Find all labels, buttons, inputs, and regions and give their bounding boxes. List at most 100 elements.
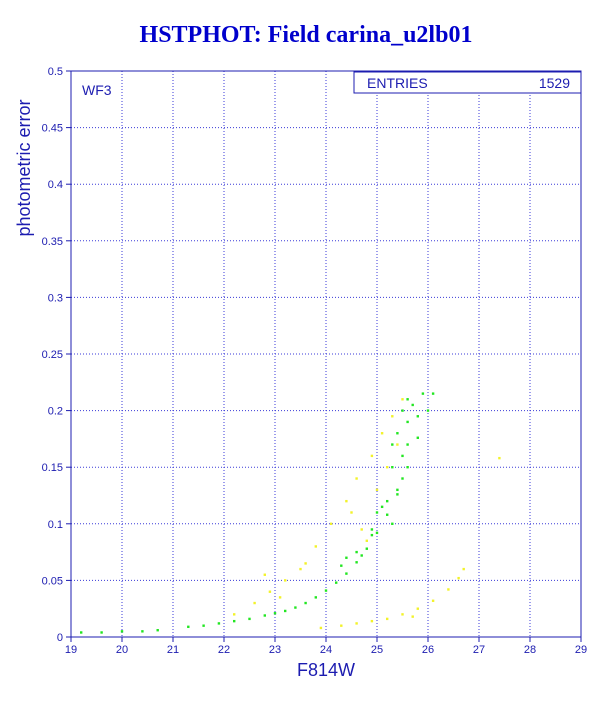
data-point bbox=[329, 522, 333, 525]
data-point bbox=[370, 454, 374, 458]
x-axis-ticks: 19 20 21 22 23 24 25 26 27 28 29 bbox=[65, 637, 587, 656]
y-tick-label: 0.2 bbox=[48, 406, 63, 418]
data-point bbox=[386, 499, 389, 503]
data-point bbox=[120, 630, 124, 633]
data-point bbox=[350, 511, 353, 514]
x-tick-label: 24 bbox=[320, 644, 332, 656]
data-point bbox=[406, 420, 409, 424]
data-point bbox=[263, 573, 266, 576]
data-point bbox=[380, 432, 384, 435]
data-point bbox=[396, 443, 399, 446]
data-point bbox=[411, 615, 414, 618]
data-point bbox=[431, 392, 435, 395]
x-tick-label: 22 bbox=[218, 644, 230, 656]
data-points bbox=[80, 392, 501, 634]
data-point bbox=[457, 576, 460, 580]
data-point bbox=[324, 589, 328, 592]
x-tick-label: 23 bbox=[269, 644, 281, 656]
data-point bbox=[396, 432, 399, 435]
data-point bbox=[411, 403, 414, 407]
data-point bbox=[355, 622, 358, 625]
data-point bbox=[406, 466, 409, 469]
data-point bbox=[273, 612, 277, 615]
data-point bbox=[340, 624, 343, 627]
data-point bbox=[299, 567, 302, 571]
stats-box-label: ENTRIES bbox=[367, 75, 428, 91]
data-point bbox=[345, 556, 348, 559]
chart-title: HSTPHOT: Field carina_u2lb01 bbox=[139, 22, 473, 48]
x-tick-label: 26 bbox=[422, 644, 434, 656]
y-axis-label: photometric error bbox=[14, 99, 34, 236]
data-point bbox=[426, 409, 430, 412]
y-tick-label: 0.5 bbox=[48, 66, 63, 78]
data-point bbox=[100, 631, 103, 634]
x-tick-label: 20 bbox=[116, 644, 128, 656]
data-point bbox=[202, 624, 205, 627]
data-point bbox=[462, 567, 465, 571]
data-point bbox=[263, 614, 266, 617]
data-point bbox=[391, 466, 394, 469]
data-point bbox=[314, 545, 317, 548]
data-point bbox=[386, 617, 389, 621]
data-point bbox=[401, 613, 404, 616]
data-point bbox=[416, 415, 419, 418]
data-point bbox=[141, 630, 144, 633]
data-point bbox=[284, 579, 287, 582]
data-point bbox=[396, 493, 399, 496]
data-point bbox=[156, 629, 159, 632]
data-point bbox=[386, 513, 389, 516]
data-point bbox=[304, 601, 307, 605]
data-point bbox=[375, 488, 379, 492]
data-point bbox=[187, 625, 190, 629]
data-point bbox=[391, 415, 394, 418]
data-point bbox=[406, 443, 409, 446]
data-point bbox=[365, 539, 368, 542]
x-tick-label: 29 bbox=[575, 644, 587, 656]
data-point bbox=[360, 528, 363, 531]
x-tick-label: 28 bbox=[524, 644, 536, 656]
y-tick-label: 0.1 bbox=[48, 519, 63, 531]
x-tick-label: 25 bbox=[371, 644, 383, 656]
data-point bbox=[396, 488, 399, 492]
grid-lines bbox=[71, 71, 581, 637]
x-tick-label: 19 bbox=[65, 644, 77, 656]
data-point bbox=[370, 619, 374, 623]
data-point bbox=[401, 409, 404, 412]
data-point bbox=[391, 443, 394, 446]
y-tick-label: 0 bbox=[57, 632, 63, 644]
y-tick-label: 0.4 bbox=[48, 179, 63, 191]
y-tick-label: 0.25 bbox=[42, 349, 63, 361]
data-point bbox=[391, 522, 394, 525]
data-point bbox=[294, 606, 297, 609]
y-tick-label: 0.05 bbox=[42, 575, 63, 587]
data-point bbox=[278, 596, 282, 599]
data-point bbox=[370, 533, 374, 537]
data-point bbox=[401, 454, 404, 458]
x-axis-label: F814W bbox=[297, 660, 355, 680]
data-point bbox=[340, 564, 343, 567]
data-point bbox=[421, 392, 425, 395]
data-point bbox=[365, 547, 368, 550]
data-point bbox=[314, 596, 317, 599]
data-point bbox=[335, 581, 338, 584]
stats-box-value: 1529 bbox=[539, 75, 570, 91]
data-point bbox=[380, 505, 384, 509]
data-point bbox=[360, 554, 363, 557]
y-tick-label: 0.35 bbox=[42, 236, 63, 248]
data-point bbox=[355, 550, 358, 554]
data-point bbox=[431, 599, 435, 602]
data-point bbox=[268, 590, 272, 593]
data-point bbox=[319, 626, 323, 630]
data-point bbox=[304, 562, 307, 565]
data-point bbox=[401, 398, 404, 401]
data-point bbox=[498, 456, 501, 460]
stats-box: ENTRIES 1529 bbox=[353, 71, 582, 94]
data-point bbox=[345, 572, 348, 575]
x-tick-label: 21 bbox=[167, 644, 179, 656]
data-point bbox=[386, 466, 389, 469]
data-point bbox=[416, 436, 419, 439]
data-point bbox=[345, 499, 348, 503]
y-axis-ticks: 0 0.05 0.1 0.15 0.2 0.25 0.3 0.35 0.4 0.45 0.5 bbox=[42, 66, 71, 644]
data-point bbox=[416, 607, 419, 610]
